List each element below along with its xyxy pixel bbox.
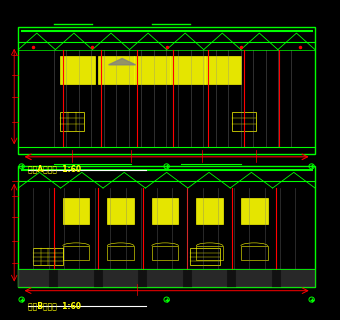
Bar bbox=[183, 269, 192, 287]
Bar bbox=[18, 166, 315, 287]
Bar bbox=[227, 269, 236, 287]
Bar bbox=[60, 56, 96, 84]
Bar bbox=[49, 269, 58, 287]
Bar bbox=[241, 198, 268, 224]
Bar bbox=[60, 112, 84, 131]
Text: 音乐B立面图  1:60: 音乐B立面图 1:60 bbox=[28, 301, 81, 310]
Bar bbox=[241, 246, 268, 260]
Bar bbox=[190, 248, 220, 265]
Bar bbox=[205, 56, 241, 84]
Bar bbox=[134, 56, 170, 84]
Bar bbox=[18, 269, 315, 287]
Bar bbox=[272, 269, 281, 287]
Bar bbox=[232, 112, 256, 131]
Bar bbox=[138, 269, 147, 287]
Polygon shape bbox=[108, 59, 136, 65]
Bar bbox=[107, 198, 134, 224]
Bar bbox=[33, 248, 63, 265]
Bar bbox=[98, 56, 134, 84]
Bar bbox=[107, 246, 134, 260]
Bar bbox=[196, 246, 223, 260]
Bar bbox=[152, 198, 179, 224]
Bar bbox=[18, 27, 315, 154]
Bar bbox=[94, 269, 103, 287]
Text: 音乐A立面图  1:60: 音乐A立面图 1:60 bbox=[28, 165, 82, 174]
Bar bbox=[63, 246, 89, 260]
Bar bbox=[152, 246, 179, 260]
Bar bbox=[196, 198, 223, 224]
Bar bbox=[170, 56, 205, 84]
Bar bbox=[63, 198, 89, 224]
